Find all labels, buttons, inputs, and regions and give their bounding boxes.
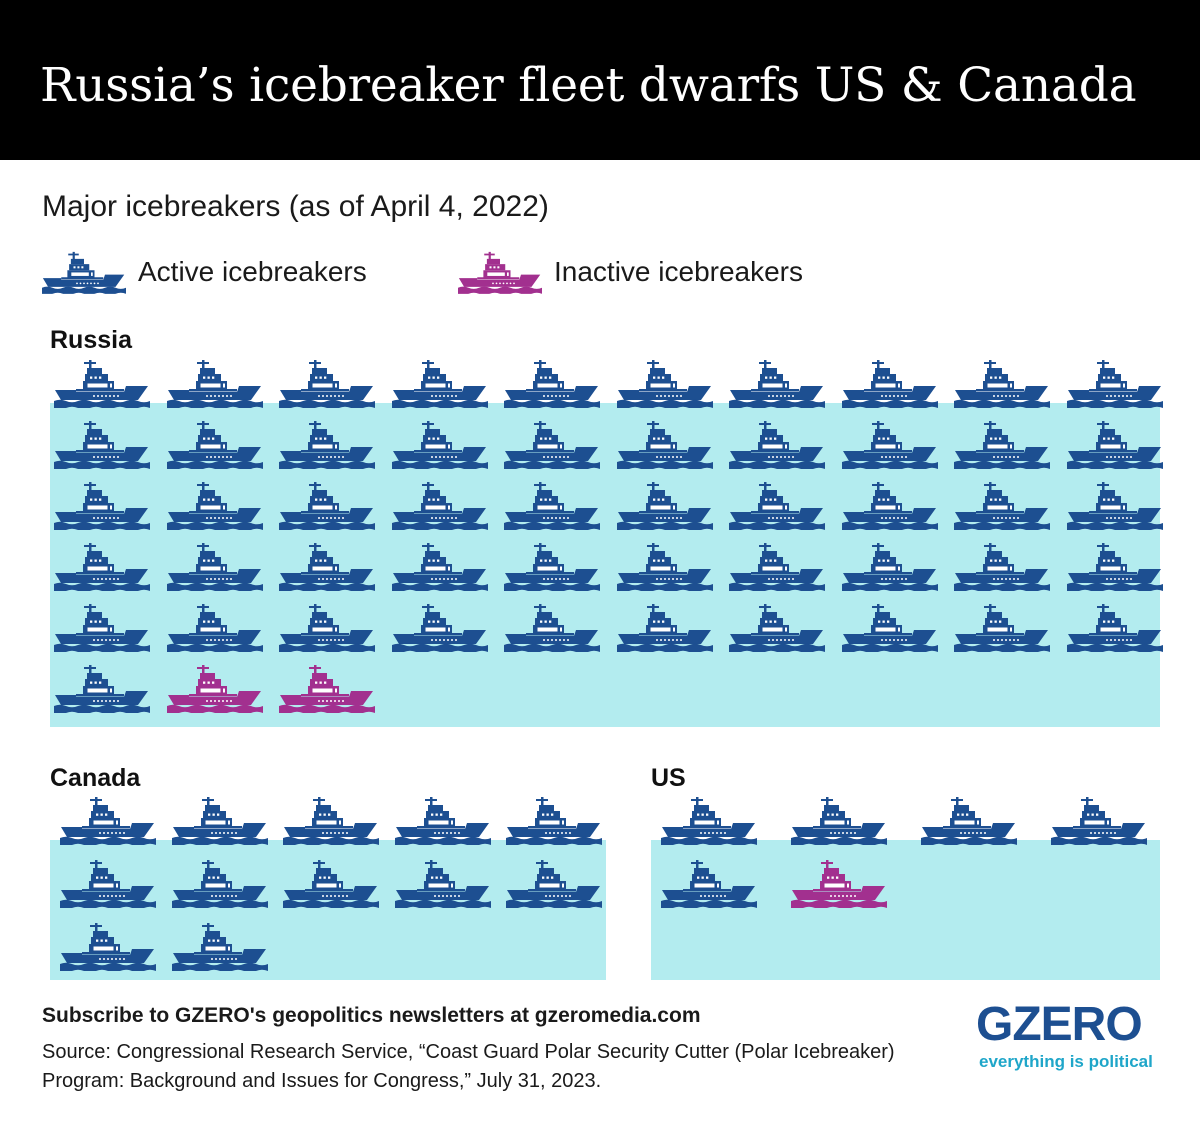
- chart-subtitle: Major icebreakers (as of April 4, 2022): [42, 190, 549, 223]
- active-ship-icon: [54, 480, 150, 530]
- active-ship-icon: [954, 358, 1050, 408]
- us-label: US: [651, 764, 686, 792]
- active-ship-icon: [42, 250, 126, 294]
- inactive-ship-icon: [791, 858, 887, 908]
- active-ship-icon: [842, 358, 938, 408]
- us-ice-panel: [651, 840, 1160, 980]
- active-ship-icon: [842, 419, 938, 469]
- active-ship-icon: [392, 541, 488, 591]
- active-ship-icon: [54, 358, 150, 408]
- source-note: Source: Congressional Research Service, …: [42, 1041, 895, 1092]
- active-ship-icon: [54, 419, 150, 469]
- active-ship-icon: [661, 795, 757, 845]
- active-ship-icon: [279, 358, 375, 408]
- active-ship-icon: [54, 602, 150, 652]
- active-ship-icon: [1067, 358, 1163, 408]
- active-ship-icon: [954, 480, 1050, 530]
- active-ship-icon: [392, 419, 488, 469]
- active-ship-icon: [1067, 480, 1163, 530]
- active-ship-icon: [167, 480, 263, 530]
- active-ship-icon: [172, 921, 268, 971]
- active-ship-icon: [392, 358, 488, 408]
- active-ship-icon: [60, 921, 156, 971]
- inactive-ship-icon: [279, 663, 375, 713]
- canada-label: Canada: [50, 764, 141, 792]
- gzero-logo: GZERO: [976, 998, 1143, 1051]
- active-ship-icon: [661, 858, 757, 908]
- active-ship-icon: [1067, 602, 1163, 652]
- inactive-ship-icon: [458, 250, 542, 294]
- active-ship-icon: [729, 480, 825, 530]
- legend-active-label: Active icebreakers: [138, 256, 367, 287]
- chart-title: Russia’s icebreaker fleet dwarfs US & Ca…: [40, 58, 1137, 113]
- active-ship-icon: [172, 795, 268, 845]
- active-ship-icon: [504, 358, 600, 408]
- active-ship-icon: [617, 419, 713, 469]
- active-ship-icon: [791, 795, 887, 845]
- active-ship-icon: [504, 419, 600, 469]
- active-ship-icon: [617, 541, 713, 591]
- active-ship-icon: [729, 358, 825, 408]
- active-ship-icon: [279, 480, 375, 530]
- active-ship-icon: [1067, 541, 1163, 591]
- active-ship-icon: [842, 480, 938, 530]
- active-ship-icon: [729, 419, 825, 469]
- active-ship-icon: [617, 358, 713, 408]
- active-ship-icon: [729, 602, 825, 652]
- active-ship-icon: [54, 663, 150, 713]
- active-ship-icon: [392, 602, 488, 652]
- active-ship-icon: [395, 795, 491, 845]
- active-ship-icon: [1067, 419, 1163, 469]
- active-ship-icon: [921, 795, 1017, 845]
- active-ship-icon: [954, 541, 1050, 591]
- active-ship-icon: [842, 541, 938, 591]
- active-ship-icon: [504, 602, 600, 652]
- active-ship-icon: [283, 858, 379, 908]
- active-ship-icon: [617, 602, 713, 652]
- legend-inactive-label: Inactive icebreakers: [554, 256, 804, 287]
- active-ship-icon: [54, 541, 150, 591]
- gzero-tagline: everything is political: [979, 1052, 1153, 1071]
- legend-active: Active icebreakers: [42, 250, 367, 294]
- active-ship-icon: [167, 541, 263, 591]
- active-ship-icon: [504, 541, 600, 591]
- active-ship-icon: [954, 419, 1050, 469]
- subscribe-note: Subscribe to GZERO's geopolitics newslet…: [42, 1004, 701, 1027]
- active-ship-icon: [60, 795, 156, 845]
- active-ship-icon: [1051, 795, 1147, 845]
- active-ship-icon: [392, 480, 488, 530]
- active-ship-icon: [279, 541, 375, 591]
- active-ship-icon: [167, 602, 263, 652]
- active-ship-icon: [167, 419, 263, 469]
- russia-label: Russia: [50, 326, 132, 354]
- active-ship-icon: [954, 602, 1050, 652]
- active-ship-icon: [279, 419, 375, 469]
- header-bar: Russia’s icebreaker fleet dwarfs US & Ca…: [0, 0, 1200, 160]
- active-ship-icon: [504, 480, 600, 530]
- legend-inactive: Inactive icebreakers: [458, 250, 803, 294]
- inactive-ship-icon: [167, 663, 263, 713]
- active-ship-icon: [506, 858, 602, 908]
- active-ship-icon: [172, 858, 268, 908]
- active-ship-icon: [617, 480, 713, 530]
- active-ship-icon: [842, 602, 938, 652]
- active-ship-icon: [279, 602, 375, 652]
- active-ship-icon: [60, 858, 156, 908]
- active-ship-icon: [729, 541, 825, 591]
- active-ship-icon: [283, 795, 379, 845]
- active-ship-icon: [167, 358, 263, 408]
- active-ship-icon: [395, 858, 491, 908]
- active-ship-icon: [506, 795, 602, 845]
